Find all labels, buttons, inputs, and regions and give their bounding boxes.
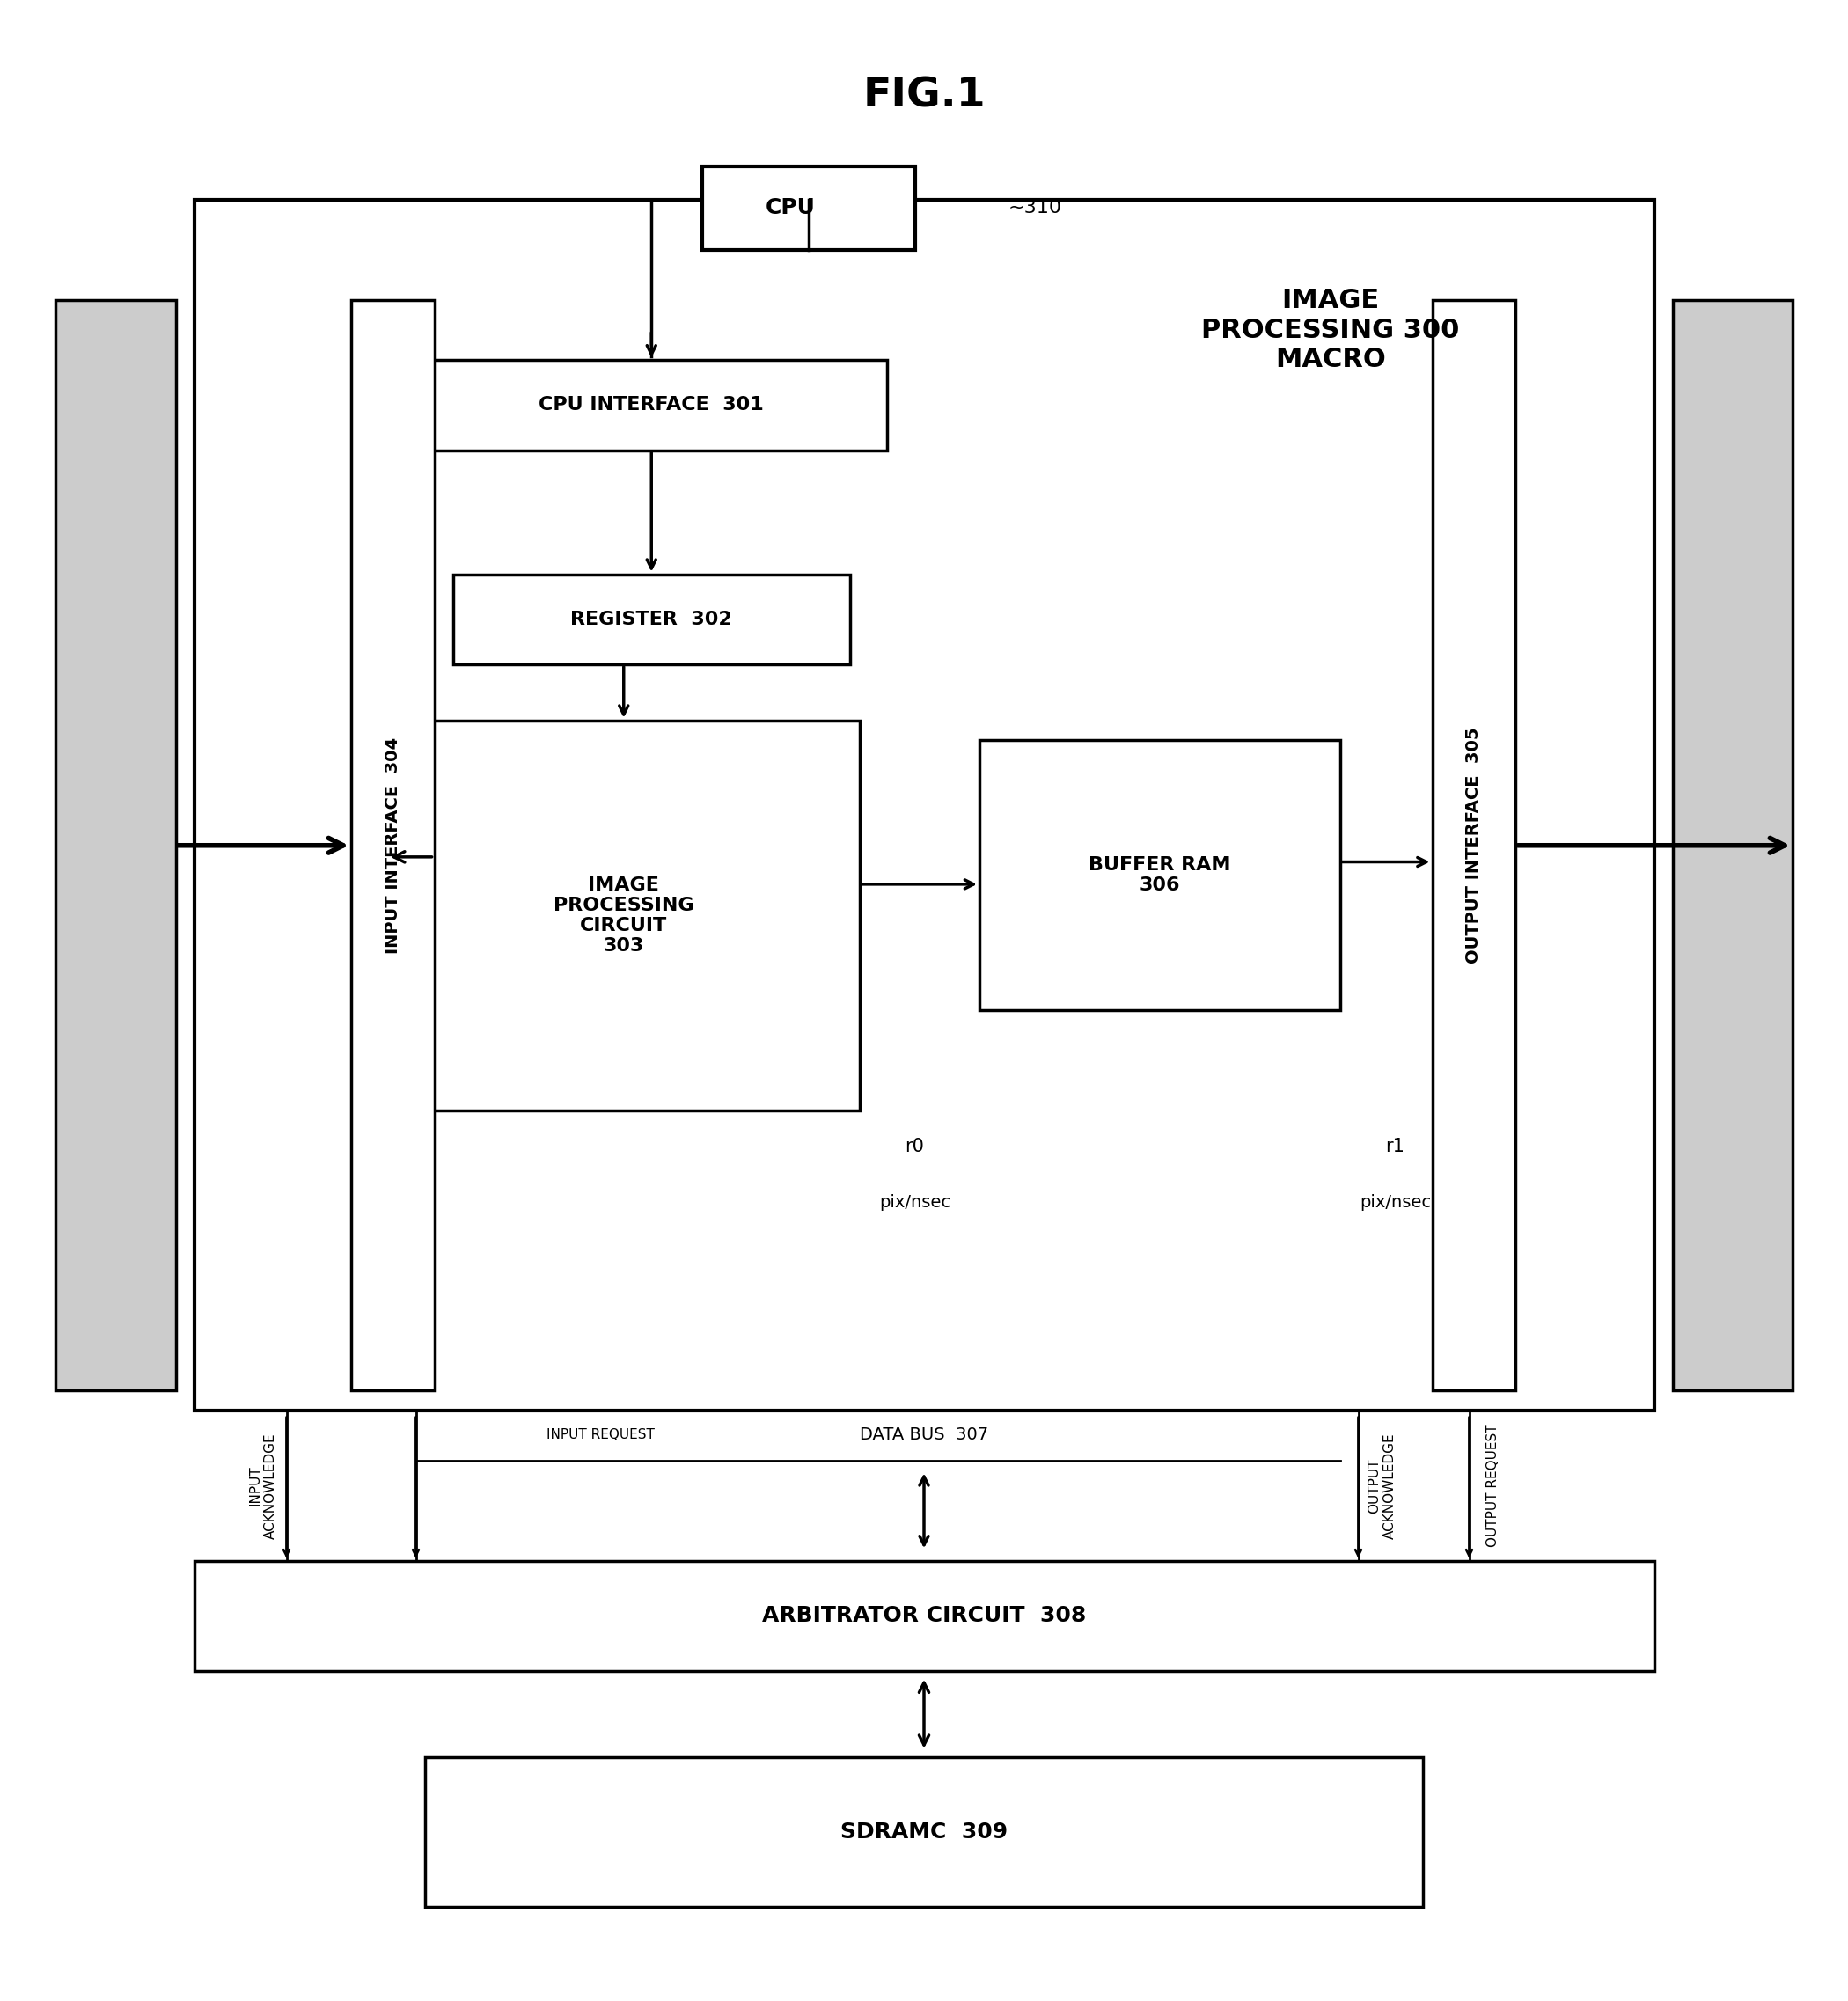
Text: ~310: ~310 xyxy=(1007,200,1063,216)
Text: IMAGE
PROCESSING
CIRCUIT
303: IMAGE PROCESSING CIRCUIT 303 xyxy=(553,876,695,954)
Bar xyxy=(351,300,434,1391)
Bar xyxy=(1672,300,1793,1391)
Text: FIG.1: FIG.1 xyxy=(863,76,985,116)
Text: IMAGE
PROCESSING 300
MACRO: IMAGE PROCESSING 300 MACRO xyxy=(1201,288,1460,372)
Text: DATA BUS  307: DATA BUS 307 xyxy=(859,1427,989,1443)
Text: INPUT INTERFACE  304: INPUT INTERFACE 304 xyxy=(384,736,401,954)
Text: BUFFER RAM
306: BUFFER RAM 306 xyxy=(1088,856,1231,894)
Text: OUTPUT REQUEST: OUTPUT REQUEST xyxy=(1486,1425,1501,1547)
Text: r0: r0 xyxy=(906,1139,924,1155)
Bar xyxy=(388,720,859,1111)
Text: REGISTER  302: REGISTER 302 xyxy=(571,610,732,628)
Text: OUTPUT INTERFACE  305: OUTPUT INTERFACE 305 xyxy=(1465,726,1482,964)
Text: SDRAMC  309: SDRAMC 309 xyxy=(841,1821,1007,1843)
Bar xyxy=(425,1757,1423,1907)
Bar xyxy=(194,1561,1654,1671)
Text: r1: r1 xyxy=(1386,1139,1404,1155)
Text: ARBITRATOR CIRCUIT  308: ARBITRATOR CIRCUIT 308 xyxy=(761,1605,1087,1627)
Bar xyxy=(1432,300,1515,1391)
Bar xyxy=(979,740,1340,1011)
Bar xyxy=(194,200,1654,1411)
Bar xyxy=(453,574,850,664)
Text: INPUT
ACKNOWLEDGE: INPUT ACKNOWLEDGE xyxy=(248,1433,277,1539)
Text: pix/nsec: pix/nsec xyxy=(1360,1195,1430,1211)
Text: CPU: CPU xyxy=(765,198,815,218)
Text: pix/nsec: pix/nsec xyxy=(880,1195,950,1211)
Text: OUTPUT
ACKNOWLEDGE: OUTPUT ACKNOWLEDGE xyxy=(1368,1433,1397,1539)
Bar xyxy=(416,360,887,450)
Bar xyxy=(702,166,915,250)
Text: INPUT REQUEST: INPUT REQUEST xyxy=(547,1429,654,1441)
Text: CPU INTERFACE  301: CPU INTERFACE 301 xyxy=(540,396,763,414)
Bar xyxy=(55,300,176,1391)
